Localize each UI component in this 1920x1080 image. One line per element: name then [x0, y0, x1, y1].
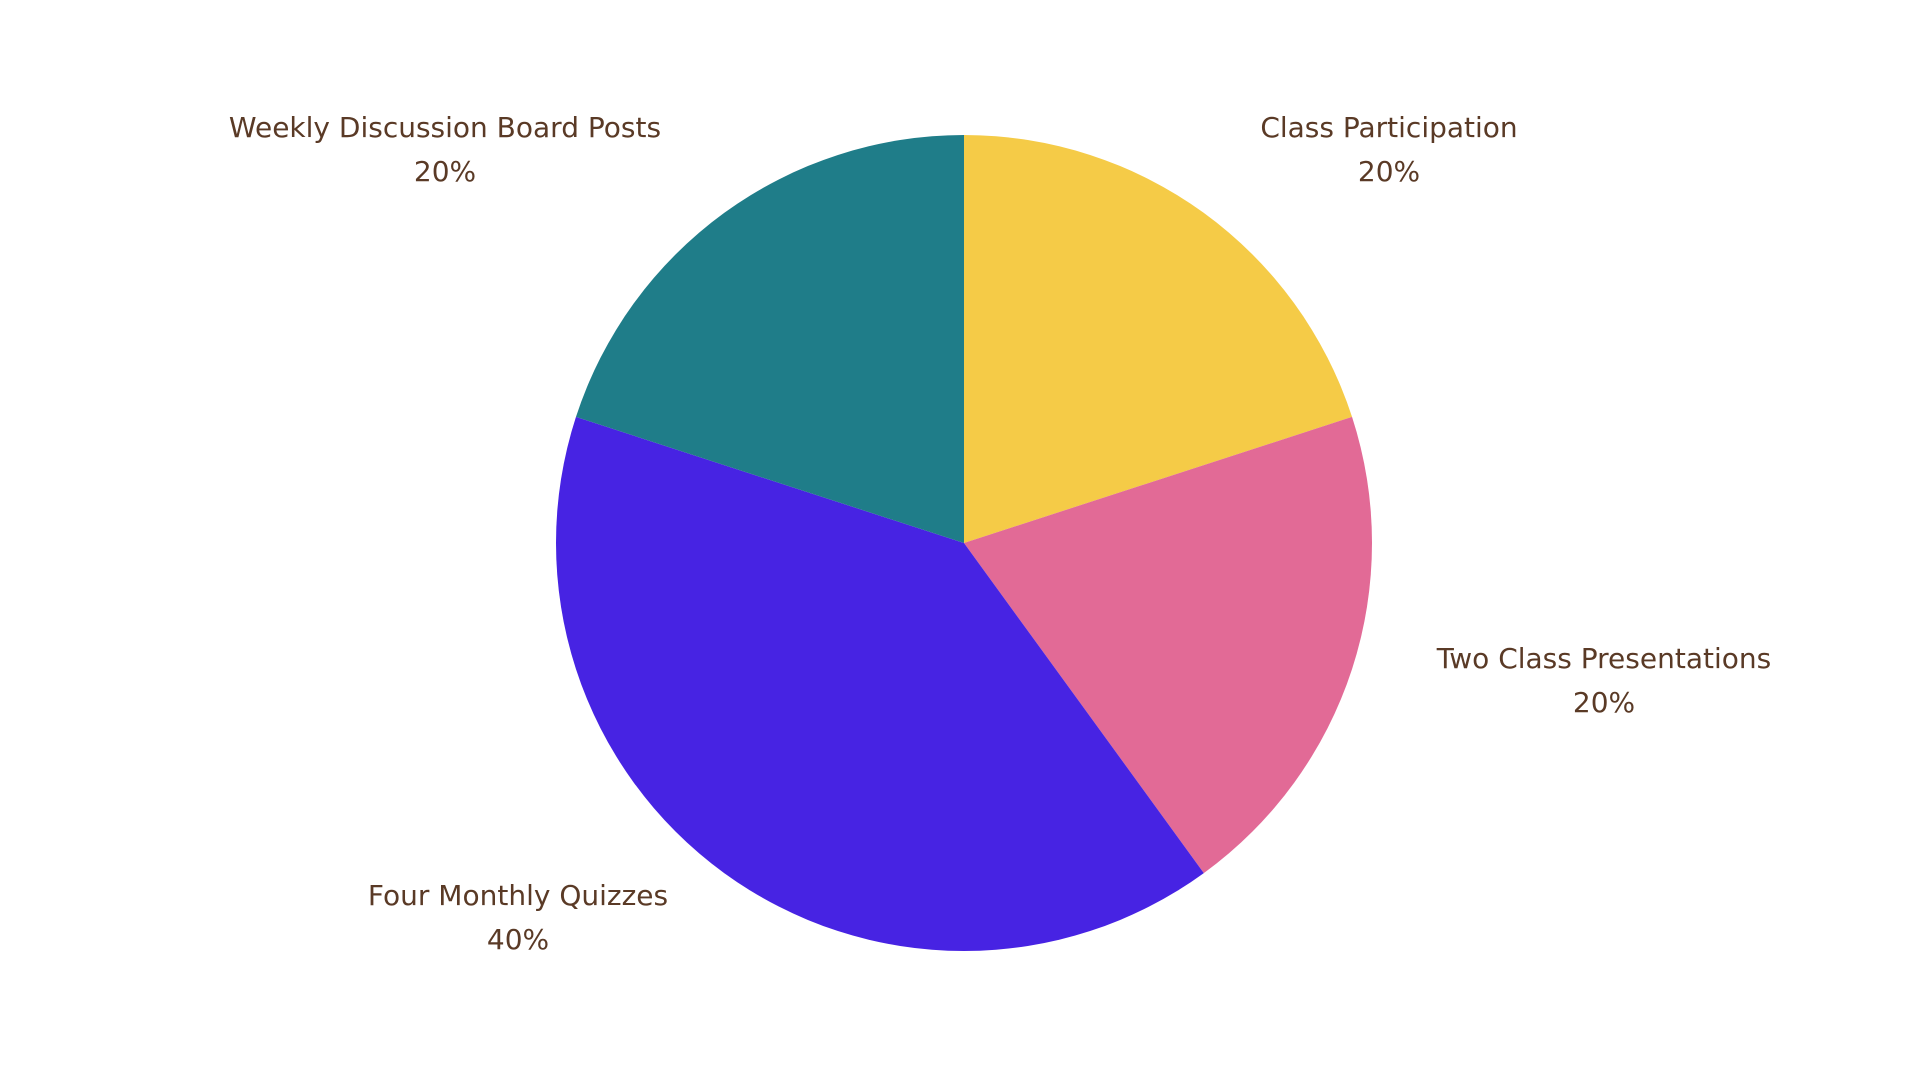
slice-value-label: 20% [1358, 155, 1420, 188]
pie-slices [555, 135, 1373, 952]
slice-label: Two Class Presentations [1436, 642, 1771, 675]
slice-value-label: 40% [487, 923, 549, 956]
slice-value-label: 20% [1573, 686, 1635, 719]
slice-label: Class Participation [1260, 111, 1517, 144]
pie-slice-four-monthly-quizzes [555, 416, 1204, 952]
slice-label: Four Monthly Quizzes [368, 879, 668, 912]
pie-slice-weekly-discussion-board-posts [575, 135, 964, 543]
pie-slice-two-class-presentations [964, 416, 1373, 874]
slice-label: Weekly Discussion Board Posts [229, 111, 661, 144]
pie-labels: Class Participation 20% Two Class Presenta… [229, 111, 1771, 956]
slice-value-label: 20% [414, 155, 476, 188]
pie-slice-class-participation [964, 135, 1353, 543]
